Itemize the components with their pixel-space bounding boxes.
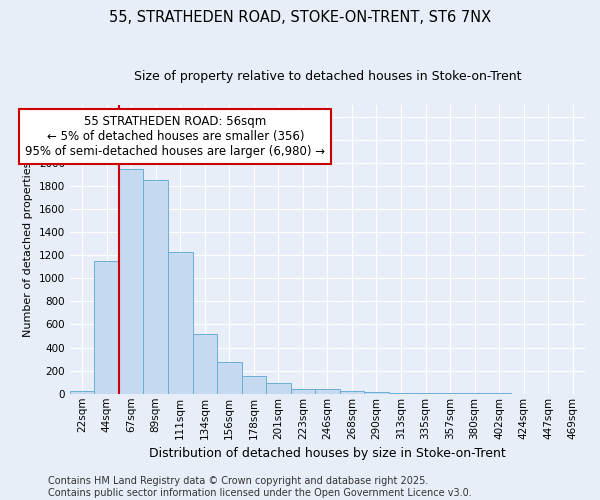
Bar <box>143 180 168 394</box>
Bar <box>340 392 364 394</box>
Bar <box>70 391 94 394</box>
Bar <box>290 388 315 394</box>
Bar <box>94 261 119 394</box>
X-axis label: Distribution of detached houses by size in Stoke-on-Trent: Distribution of detached houses by size … <box>149 447 506 460</box>
Text: 55, STRATHEDEN ROAD, STOKE-ON-TRENT, ST6 7NX: 55, STRATHEDEN ROAD, STOKE-ON-TRENT, ST6… <box>109 10 491 25</box>
Text: Contains HM Land Registry data © Crown copyright and database right 2025.
Contai: Contains HM Land Registry data © Crown c… <box>48 476 472 498</box>
Bar <box>438 393 463 394</box>
Bar <box>119 168 143 394</box>
Bar <box>413 393 438 394</box>
Bar <box>364 392 389 394</box>
Y-axis label: Number of detached properties: Number of detached properties <box>23 162 33 337</box>
Bar <box>266 384 290 394</box>
Title: Size of property relative to detached houses in Stoke-on-Trent: Size of property relative to detached ho… <box>134 70 521 83</box>
Bar <box>315 388 340 394</box>
Bar <box>193 334 217 394</box>
Bar <box>389 392 413 394</box>
Bar <box>242 376 266 394</box>
Text: 55 STRATHEDEN ROAD: 56sqm
← 5% of detached houses are smaller (356)
95% of semi-: 55 STRATHEDEN ROAD: 56sqm ← 5% of detach… <box>25 116 325 158</box>
Bar <box>168 252 193 394</box>
Bar <box>217 362 242 394</box>
